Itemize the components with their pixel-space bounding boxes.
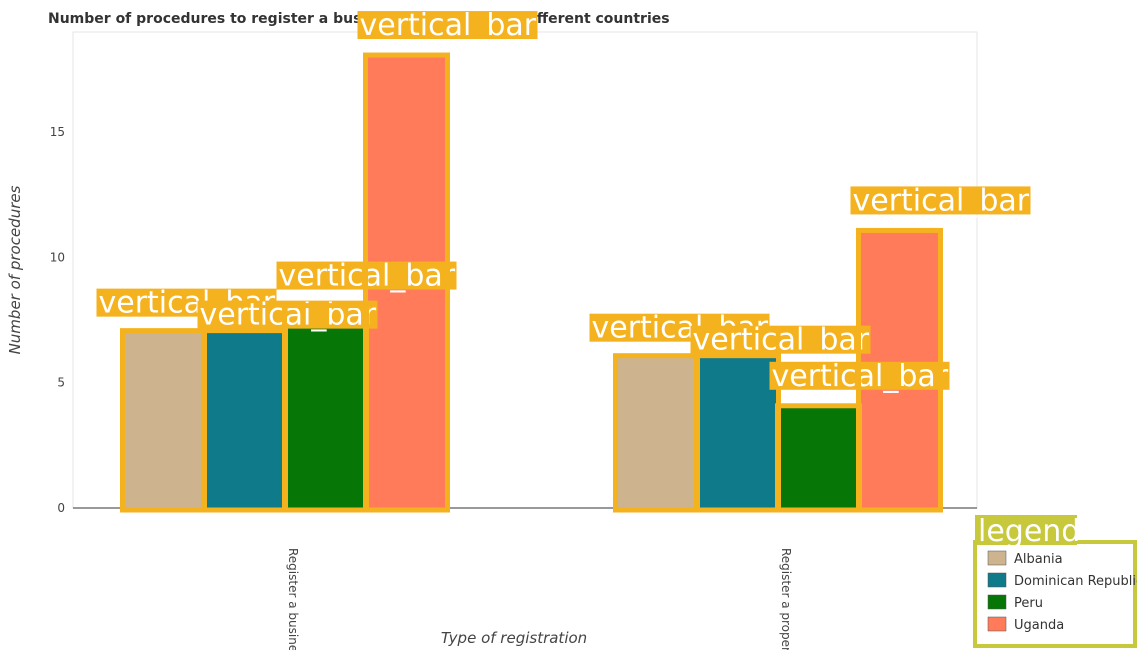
bar-dominican-republic-business — [205, 332, 284, 508]
x-axis-label: Type of registration — [441, 629, 587, 647]
bar-annotation-label-box — [690, 325, 871, 354]
bar-annotation-label-box — [850, 186, 1031, 215]
legend-swatch — [987, 550, 1007, 566]
bar-annotation-label: vertical_bar — [693, 323, 870, 358]
bar-annotation-frame — [363, 52, 450, 513]
x-tick-label: Register a business — [286, 548, 300, 650]
y-tick-label: 0 — [57, 501, 65, 515]
legend-label: Dominican Republic — [1014, 574, 1137, 589]
bar-annotation-label-box — [357, 11, 538, 40]
legend-swatch — [987, 616, 1007, 632]
bar-dominican-republic-property — [698, 357, 777, 508]
legend-swatch — [987, 594, 1007, 610]
bar-annotation-label: vertical_bar — [200, 298, 377, 333]
bar-peru-property — [779, 407, 858, 508]
legend-label: Peru — [1014, 596, 1043, 611]
y-tick-label: 10 — [50, 250, 65, 264]
legend: legend Albania Dominican Republic Peru Ugand… — [973, 514, 1137, 648]
bar-albania-business — [124, 332, 203, 508]
bar-annotation-frame — [856, 227, 943, 513]
y-tick-label: 5 — [57, 376, 65, 390]
y-axis-label: Number of procedures — [6, 185, 24, 354]
legend-swatch — [987, 572, 1007, 588]
annotation-layer: vertical_barvertical_barvertical_barvert… — [96, 8, 1031, 513]
x-tick-label: Register a property — [779, 548, 793, 650]
bar-albania-property — [617, 357, 696, 508]
legend-label: Albania — [1014, 552, 1063, 567]
bar-annotation-label: vertical_bar — [360, 8, 537, 43]
y-tick-label: 15 — [50, 125, 65, 139]
legend-title-box — [975, 515, 1077, 545]
bar-peru-business — [286, 307, 365, 508]
legend-label: Uganda — [1014, 618, 1064, 633]
legend-title: legend — [978, 514, 1080, 549]
y-axis: 0 5 10 15 — [50, 125, 65, 515]
bar-annotation-label: vertical_bar — [853, 183, 1030, 218]
